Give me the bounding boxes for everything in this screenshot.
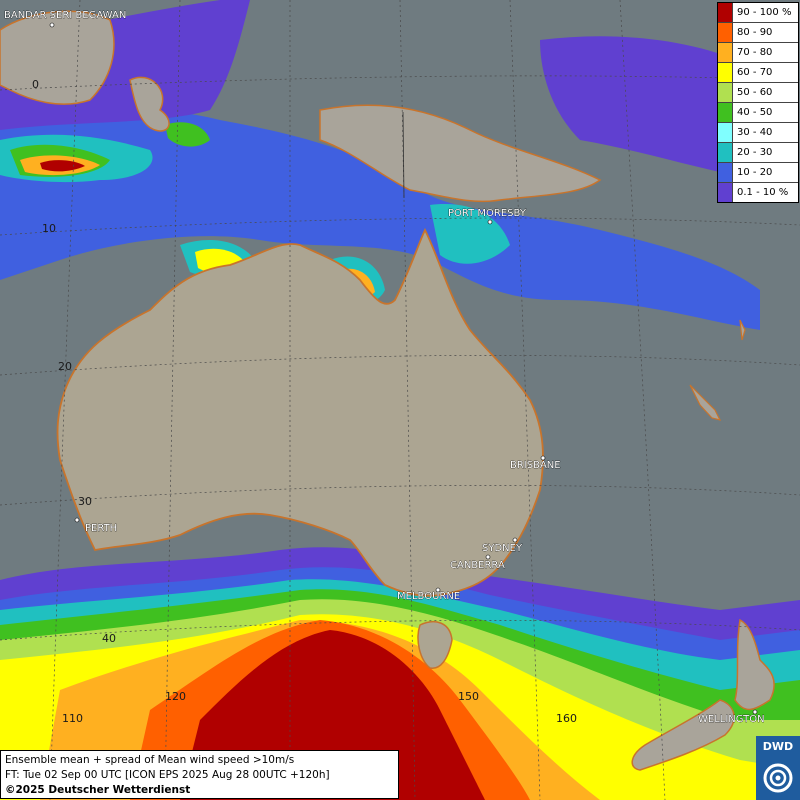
color-legend: 90 - 100 % 80 - 90 70 - 80 60 - 70 50 - 60 40… [717, 2, 799, 203]
legend-row: 0.1 - 10 % [718, 183, 798, 202]
new-guinea-land [319, 104, 602, 203]
png-border-line [402, 111, 405, 199]
legend-label: 20 - 30 [737, 147, 773, 158]
legend-label: 40 - 50 [737, 107, 773, 118]
legend-label: 70 - 80 [737, 47, 773, 58]
legend-label: 10 - 20 [737, 167, 773, 178]
lat-label-0: 0 [32, 78, 39, 91]
pacific-islands [689, 319, 746, 421]
lon-label-160: 160 [556, 712, 577, 725]
legend-row: 20 - 30 [718, 143, 798, 163]
legend-swatch [718, 183, 733, 202]
legend-label: 80 - 90 [737, 27, 773, 38]
legend-swatch [718, 143, 733, 162]
city-label-brisbane: BRISBANE [510, 460, 561, 471]
lat-label-20: 20 [58, 360, 72, 373]
lat-label-30: 30 [78, 495, 92, 508]
info-line-forecast-time: FT: Tue 02 Sep 00 UTC [ICON EPS 2025 Aug… [5, 769, 330, 781]
dwd-logo-text: DWD [762, 740, 794, 753]
legend-swatch [718, 43, 733, 62]
city-markers: BANDAR SERI BEGAWAN PORT MORESBY BRISBAN… [4, 10, 765, 726]
city-label-port-moresby: PORT MORESBY [448, 208, 527, 219]
legend-swatch [718, 23, 733, 42]
new-zealand-south-island [631, 699, 735, 771]
city-label-wellington: WELLINGTON [698, 714, 765, 725]
legend-row: 40 - 50 [718, 103, 798, 123]
new-zealand-north-island [734, 618, 775, 711]
legend-label: 30 - 40 [737, 127, 773, 138]
lon-label-120: 120 [165, 690, 186, 703]
legend-row: 30 - 40 [718, 123, 798, 143]
city-label-bandar-seri-begawan: BANDAR SERI BEGAWAN [4, 10, 126, 21]
info-line-copyright: ©2025 Deutscher Wetterdienst [5, 784, 191, 796]
legend-swatch [718, 3, 733, 22]
city-label-perth: PERTH [85, 523, 117, 534]
lon-label-110: 110 [62, 712, 83, 725]
dwd-logo: DWD [756, 736, 800, 800]
sulawesi-land [129, 76, 170, 132]
lat-label-10: 10 [42, 222, 56, 235]
city-label-canberra: CANBERRA [450, 560, 505, 571]
legend-swatch [718, 83, 733, 102]
legend-swatch [718, 103, 733, 122]
info-box: Ensemble mean + spread of Mean wind spee… [0, 750, 399, 799]
legend-label: 90 - 100 % [737, 7, 792, 18]
legend-row: 70 - 80 [718, 43, 798, 63]
legend-row: 60 - 70 [718, 63, 798, 83]
info-line-product: Ensemble mean + spread of Mean wind spee… [5, 754, 295, 766]
legend-label: 60 - 70 [737, 67, 773, 78]
city-label-sydney: SYDNEY [482, 543, 523, 554]
borneo-land [0, 10, 115, 105]
tasmania-land [417, 621, 453, 669]
legend-row: 80 - 90 [718, 23, 798, 43]
legend-label: 0.1 - 10 % [737, 187, 789, 198]
legend-label: 50 - 60 [737, 87, 773, 98]
city-label-melbourne: MELBOURNE [397, 591, 460, 602]
dwd-swirl-logo-icon [763, 763, 793, 793]
australia-land [56, 227, 544, 597]
lon-label-150: 150 [458, 690, 479, 703]
legend-row: 90 - 100 % [718, 3, 798, 23]
lat-label-40: 40 [102, 632, 116, 645]
legend-swatch [718, 63, 733, 82]
legend-row: 50 - 60 [718, 83, 798, 103]
legend-swatch [718, 163, 733, 182]
legend-swatch [718, 123, 733, 142]
legend-row: 10 - 20 [718, 163, 798, 183]
